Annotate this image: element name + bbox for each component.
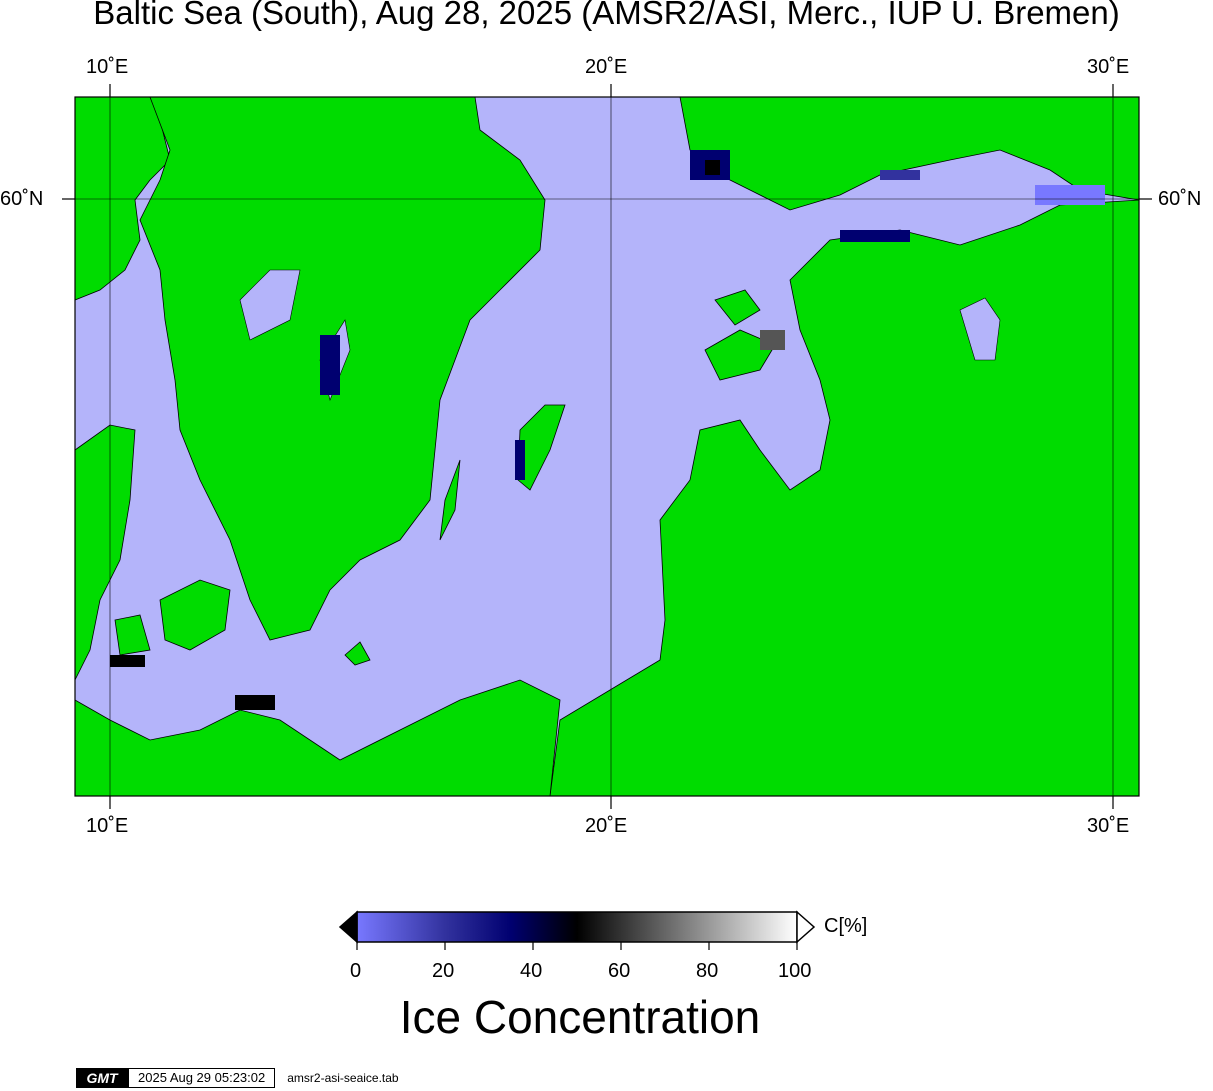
map-title: Baltic Sea (South), Aug 28, 2025 (AMSR2/…: [93, 0, 1120, 31]
lon-label-bottom-10: 10˚E: [86, 815, 129, 837]
colorbar-tick-60: 60: [608, 960, 631, 982]
timestamp: 2025 Aug 29 05:23:02: [128, 1068, 276, 1088]
lon-label-bottom-20: 20˚E: [585, 815, 628, 837]
lake-vanern: [239, 269, 301, 341]
colorbar-gradient: [356, 911, 798, 943]
land-bornholm: [344, 641, 371, 666]
land-zealand: [159, 579, 231, 651]
colorbar-low-triangle: [338, 910, 358, 944]
lon-label-bottom-30: 30˚E: [1087, 815, 1130, 837]
lon-label-top-10: 10˚E: [86, 56, 129, 78]
axis-ticks: [62, 84, 1152, 809]
lat-label-left-60: 60˚N: [0, 188, 44, 210]
land-oland: [439, 459, 461, 541]
colorbar-tick-40: 40: [520, 960, 543, 982]
lon-label-top-30: 30˚E: [1087, 56, 1130, 78]
ice-edge-pixels: [110, 150, 1105, 710]
land-funen: [114, 614, 151, 656]
colorbar-title: Ice Concentration: [399, 991, 761, 1043]
colorbar-tick-20: 20: [432, 960, 455, 982]
land-germany-poland: [74, 679, 561, 797]
map-frame: [62, 84, 1152, 809]
lat-label-right-60: 60˚N: [1158, 188, 1202, 210]
lake-peipus: [959, 297, 1001, 361]
colorbar-tick-0: 0: [350, 960, 362, 982]
gmt-logo: GMT: [76, 1068, 128, 1088]
colorbar: [338, 910, 816, 950]
source-file: amsr2-asi-seaice.tab: [287, 1071, 399, 1085]
colorbar-tick-80: 80: [696, 960, 719, 982]
land-hiiumaa: [714, 289, 761, 326]
lon-label-top-20: 20˚E: [585, 56, 628, 78]
colorbar-tick-100: 100: [778, 960, 812, 982]
land-saaremaa: [704, 329, 776, 381]
land-jutland: [74, 424, 136, 681]
colorbar-unit-label: C[%]: [824, 915, 868, 937]
colorbar-high-triangle: [796, 910, 816, 944]
footer: GMT 2025 Aug 29 05:23:02 amsr2-asi-seaic…: [76, 1068, 399, 1088]
graticule: [75, 97, 1139, 796]
